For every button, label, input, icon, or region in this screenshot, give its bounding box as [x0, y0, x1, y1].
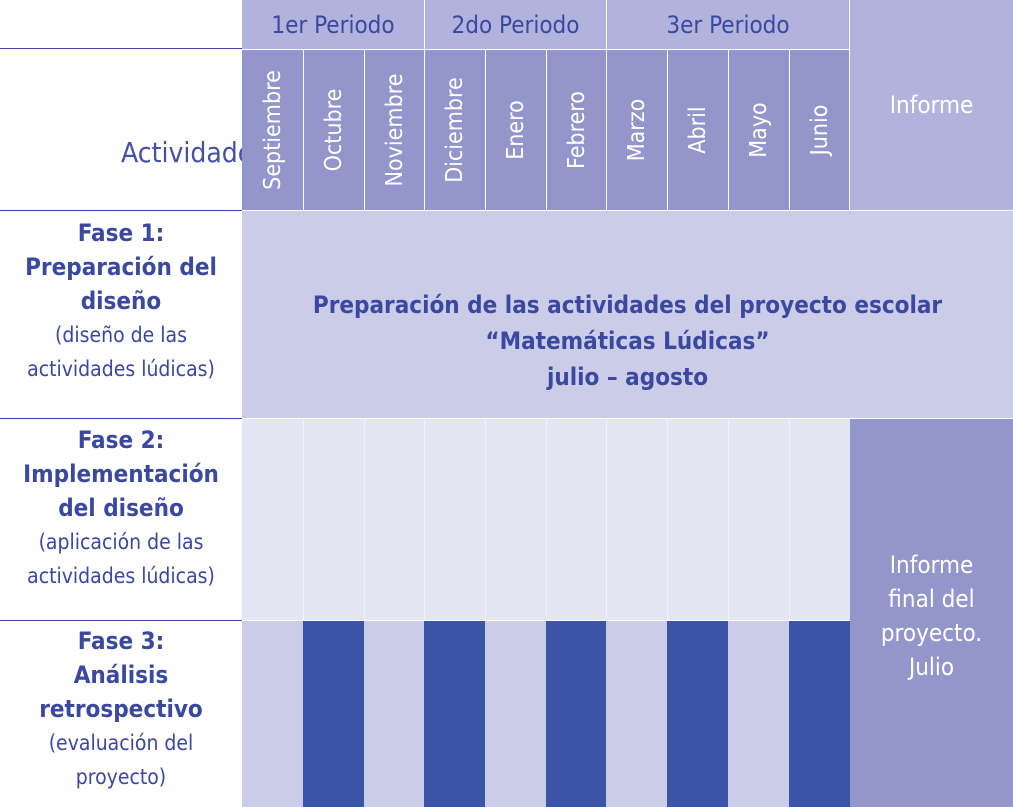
grid-line	[364, 419, 365, 620]
phase-2-label: Fase 2: Implementación del diseño (aplic…	[0, 423, 242, 593]
grid-line	[424, 419, 425, 620]
phase-title: Fase 1:	[77, 219, 165, 247]
phase-title: diseño	[80, 287, 162, 315]
month-header-febrero: Febrero	[547, 50, 606, 210]
month-label: Mayo	[746, 102, 772, 158]
phase-title: Fase 2:	[77, 426, 165, 454]
month-label: Enero	[503, 100, 529, 160]
month-label: Febrero	[563, 91, 590, 169]
phase-1-band-line: Preparación de las actividades del proye…	[312, 291, 943, 319]
phase-title: Fase 3:	[77, 627, 165, 655]
header-divider	[0, 48, 242, 49]
grid-line	[606, 419, 607, 620]
row-divider-3	[0, 620, 242, 621]
phase-title: Implementación	[23, 460, 219, 488]
month-header-octubre: Octubre	[304, 50, 364, 210]
month-label: Diciembre	[442, 77, 468, 183]
month-header-abril: Abril	[668, 50, 728, 210]
phase-3-cell-noviembre	[364, 621, 424, 807]
grid-line	[546, 419, 547, 620]
phase-note: actividades lúdicas)	[27, 564, 215, 588]
month-label: Septiembre	[259, 70, 286, 190]
grid-line	[789, 419, 790, 620]
phase-3-label: Fase 3: Análisis retrospectivo (evaluaci…	[0, 624, 242, 794]
period-1-header: 1er Periodo	[242, 0, 424, 49]
grid-line	[667, 419, 668, 620]
phase-3-cell-febrero	[546, 621, 606, 807]
report-header: Informe	[850, 0, 1013, 210]
phase-title: del diseño	[58, 494, 184, 522]
row-divider-1	[0, 210, 242, 211]
final-report-line: Informe	[889, 551, 974, 579]
grid-line	[728, 419, 729, 620]
phase-3-cell-octubre	[303, 621, 364, 807]
final-report-line: Julio	[908, 653, 955, 681]
phase-3-cell-septiembre	[242, 621, 303, 807]
phase-note: (aplicación de las	[38, 530, 204, 554]
phase-title: Análisis	[73, 661, 169, 689]
month-label: Noviembre	[381, 73, 408, 187]
month-label: Abril	[685, 106, 711, 154]
phase-title: retrospectivo	[39, 695, 203, 723]
period-2-header: 2do Periodo	[425, 0, 606, 49]
header-gutters	[242, 49, 850, 50]
month-header-diciembre: Diciembre	[425, 50, 485, 210]
phase-note: (diseño de las	[55, 323, 187, 347]
phase-3-cell-junio	[789, 621, 850, 807]
phase-note: proyecto)	[75, 765, 167, 789]
phase-note: (evaluación del	[48, 731, 194, 755]
month-header-marzo: Marzo	[607, 50, 667, 210]
month-label: Octubre	[321, 88, 347, 172]
month-header-mayo: Mayo	[729, 50, 789, 210]
phase-note: actividades lúdicas)	[27, 357, 215, 381]
phase-title: Preparación del	[25, 253, 217, 281]
month-label: Marzo	[624, 98, 650, 162]
period-3-header: 3er Periodo	[607, 0, 849, 49]
phase-1-band: Preparación de las actividades del proye…	[242, 211, 1013, 418]
final-report-line: final del	[888, 585, 975, 613]
phase-1-band-line: julio – agosto	[546, 363, 709, 391]
month-header-junio: Junio	[790, 50, 849, 210]
phase-3-cell-marzo	[606, 621, 667, 807]
month-header-noviembre: Noviembre	[365, 50, 424, 210]
final-report-line: proyecto.	[880, 619, 983, 647]
phase-3-cell-abril	[667, 621, 728, 807]
phase-3-cell-enero	[485, 621, 546, 807]
phase-3-cell-mayo	[728, 621, 789, 807]
month-header-enero: Enero	[486, 50, 546, 210]
month-header-septiembre: Septiembre	[242, 50, 303, 210]
phase-1-label: Fase 1: Preparación del diseño (diseño d…	[0, 216, 242, 386]
final-report-column: Informe final del proyecto. Julio	[850, 419, 1013, 807]
phase-3-cell-diciembre	[424, 621, 485, 807]
grid-line	[303, 419, 304, 620]
month-label: Junio	[806, 104, 833, 156]
row-divider-2	[0, 418, 242, 419]
grid-line	[485, 419, 486, 620]
phase-1-band-line: “Matemáticas Lúdicas”	[485, 327, 770, 355]
